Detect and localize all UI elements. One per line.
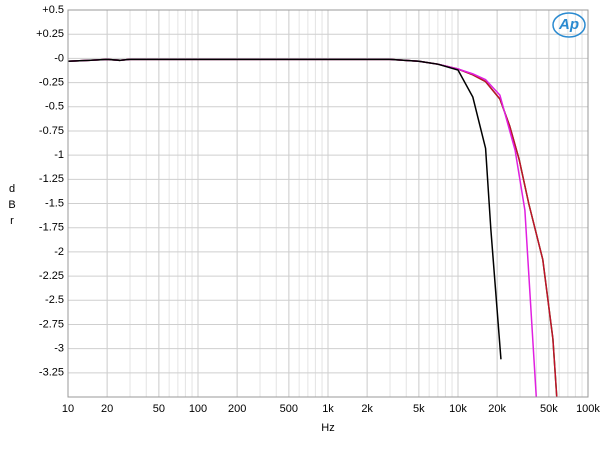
logo-text: Ap [558, 16, 579, 33]
y-tick-label: -1.25 [39, 173, 64, 185]
x-tick-label: 50k [540, 403, 558, 415]
series-line [68, 58, 502, 360]
x-tick-label: 10 [62, 403, 74, 415]
y-tick-label: -3.25 [39, 367, 64, 379]
x-tick-label: 5k [413, 403, 425, 415]
x-tick-label: 100k [576, 403, 600, 415]
y-tick-label: -0.75 [39, 125, 64, 137]
x-tick-label: 200 [228, 403, 246, 415]
y-tick-label: -3 [54, 343, 64, 355]
y-tick-label: -1.75 [39, 222, 64, 234]
x-tick-label: 100 [189, 403, 207, 415]
y-tick-label: -2 [54, 246, 64, 258]
x-axis-label: Hz [321, 422, 334, 434]
logo-ring [552, 12, 586, 38]
y-tick-label: -0 [54, 52, 64, 64]
x-tick-label: 20 [101, 403, 113, 415]
y-tick-label: -2.5 [45, 294, 64, 306]
y-tick-label: -1 [54, 149, 64, 161]
y-tick-label: -2.25 [39, 270, 64, 282]
logo: Ap [552, 12, 586, 38]
y-tick-label: +0.5 [42, 4, 64, 16]
y-tick-label: -1.5 [45, 197, 64, 209]
x-tick-label: 20k [488, 403, 506, 415]
y-tick-label: +0.25 [36, 28, 64, 40]
y-tick-label: -0.5 [45, 101, 64, 113]
x-tick-label: 1k [322, 403, 334, 415]
y-tick-label: -0.25 [39, 76, 64, 88]
x-tick-label: 10k [449, 403, 467, 415]
x-tick-label: 500 [280, 403, 298, 415]
x-tick-label: 50 [153, 403, 165, 415]
y-tick-label: -2.75 [39, 318, 64, 330]
x-tick-label: 2k [361, 403, 373, 415]
plot-frame [67, 9, 589, 398]
